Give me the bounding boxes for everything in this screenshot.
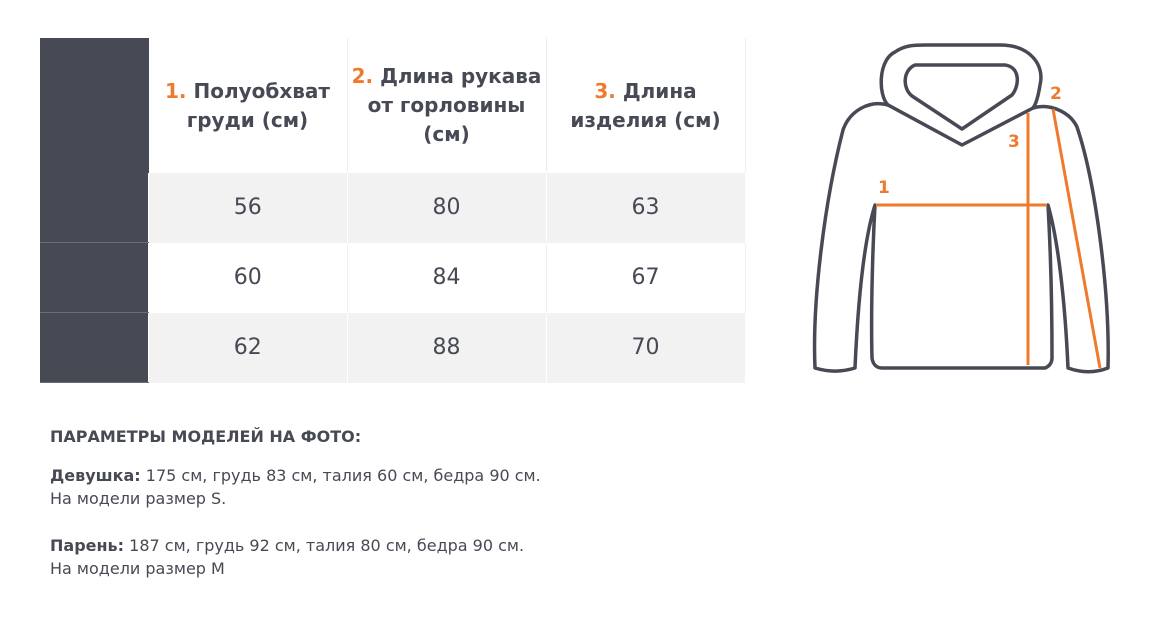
boy-params: Парень: 187 см, грудь 92 см, талия 80 см… — [50, 536, 525, 578]
label-3: 3 — [1008, 132, 1020, 152]
table-row: L 62 88 70 — [40, 312, 746, 383]
cell: 84 — [347, 242, 547, 313]
header-chest: 1. Полуобхват груди (см) — [148, 38, 348, 173]
cell: 67 — [546, 242, 746, 313]
label-2: 2 — [1050, 84, 1062, 104]
cell: 63 — [546, 173, 746, 243]
cell: 60 — [148, 242, 348, 313]
measure-line-2 — [1051, 108, 1102, 369]
label-1: 1 — [878, 178, 890, 198]
corner-cell — [40, 38, 149, 173]
neckline — [886, 103, 1035, 147]
cell: 62 — [148, 312, 348, 383]
cell: 70 — [546, 312, 746, 383]
size-label: S — [40, 173, 149, 243]
hood-inner — [903, 63, 1020, 131]
hood-outer — [879, 43, 1043, 110]
cell: 88 — [347, 312, 547, 383]
model-notes: ПАРАМЕТРЫ МОДЕЛЕЙ НА ФОТО: Девушка: 175 … — [50, 425, 541, 604]
body-outline — [812, 102, 1110, 374]
size-label: M — [40, 242, 149, 313]
table-row: M 60 84 67 — [40, 242, 746, 313]
header-length: 3. Длина изделия (см) — [546, 38, 746, 173]
cell: 80 — [347, 173, 547, 243]
size-table: 1. Полуобхват груди (см) 2. Длина рукава… — [40, 38, 746, 383]
table-row: S 56 80 63 — [40, 173, 746, 243]
cell: 56 — [148, 173, 348, 243]
header-sleeve: 2. Длина рукава от горловины (см) — [347, 38, 547, 173]
size-label: L — [40, 312, 149, 383]
girl-params: Девушка: 175 см, грудь 83 см, талия 60 с… — [50, 466, 541, 508]
notes-title: ПАРАМЕТРЫ МОДЕЛЕЙ НА ФОТО: — [50, 427, 362, 446]
